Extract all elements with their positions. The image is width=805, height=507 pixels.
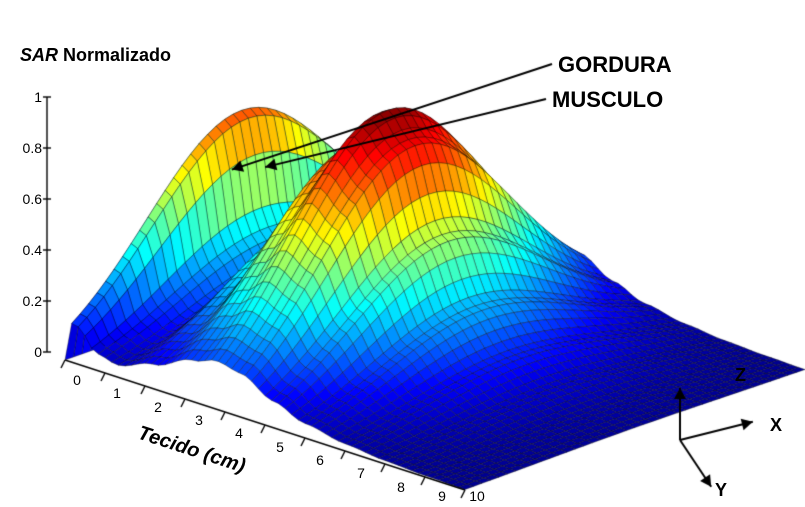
callout-musculo: MUSCULO bbox=[552, 87, 663, 113]
z-axis-title-sar: SAR bbox=[20, 45, 58, 65]
x-tick: 7 bbox=[352, 465, 370, 481]
x-tick: 3 bbox=[190, 412, 208, 428]
z-tick: 0.4 bbox=[8, 242, 42, 258]
z-tick: 1 bbox=[8, 89, 42, 105]
x-tick: 5 bbox=[271, 439, 289, 455]
x-tick: 6 bbox=[311, 452, 329, 468]
x-tick: 4 bbox=[230, 425, 248, 441]
x-tick: 0 bbox=[68, 372, 86, 388]
x-tick: 10 bbox=[468, 488, 486, 504]
z-axis-title-rest: Normalizado bbox=[58, 45, 171, 65]
z-axis-title: SAR Normalizado bbox=[20, 45, 171, 66]
z-tick: 0.2 bbox=[8, 293, 42, 309]
z-tick: 0 bbox=[8, 344, 42, 360]
x-tick: 9 bbox=[433, 488, 451, 504]
z-tick: 0.8 bbox=[8, 140, 42, 156]
sar-surface-chart: SAR Normalizado 0 0.2 0.4 0.6 0.8 1 0 1 … bbox=[0, 0, 805, 507]
mini-axis-label-z: Z bbox=[735, 365, 746, 386]
x-tick: 8 bbox=[392, 479, 410, 495]
callout-gordura: GORDURA bbox=[558, 52, 672, 78]
mini-axis-label-x: X bbox=[770, 415, 782, 436]
x-tick: 1 bbox=[108, 385, 126, 401]
mini-axis-label-y: Y bbox=[715, 480, 727, 501]
z-tick: 0.6 bbox=[8, 191, 42, 207]
surface-canvas bbox=[0, 0, 805, 507]
x-tick: 2 bbox=[149, 399, 167, 415]
